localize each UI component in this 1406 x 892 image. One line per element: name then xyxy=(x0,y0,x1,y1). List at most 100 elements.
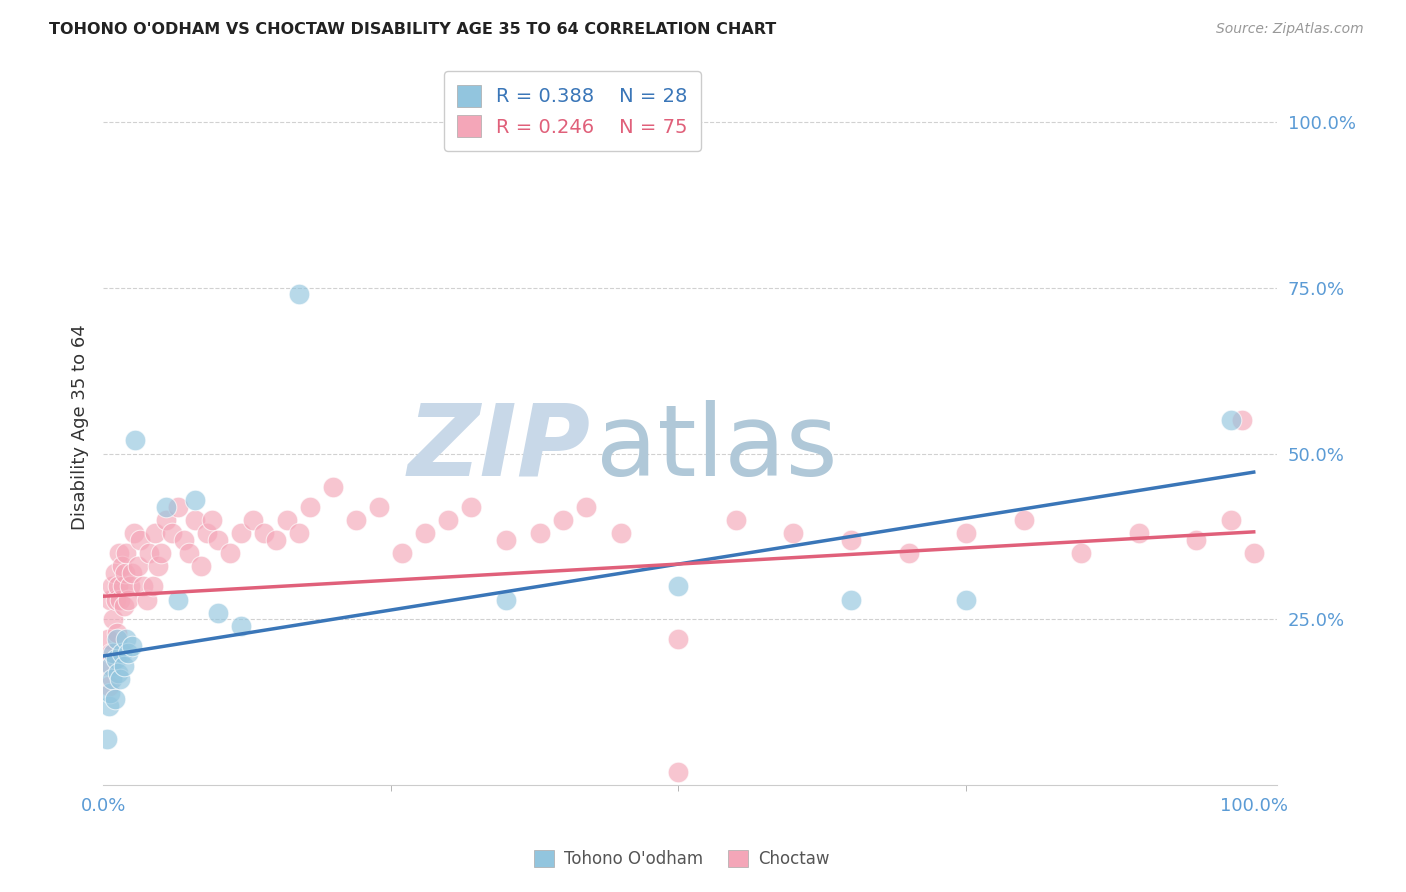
Point xyxy=(155,513,177,527)
Y-axis label: Disability Age 35 to 64: Disability Age 35 to 64 xyxy=(72,324,89,530)
Point xyxy=(129,533,152,547)
Point xyxy=(149,546,172,560)
Point xyxy=(1219,513,1241,527)
Point xyxy=(135,592,157,607)
Point xyxy=(105,625,128,640)
Point xyxy=(142,579,165,593)
Point xyxy=(207,533,229,547)
Point xyxy=(242,513,264,527)
Point xyxy=(897,546,920,560)
Point xyxy=(1243,546,1265,560)
Point xyxy=(101,672,124,686)
Point xyxy=(115,546,138,560)
Point xyxy=(276,513,298,527)
Point xyxy=(668,765,690,780)
Point xyxy=(112,659,135,673)
Point xyxy=(668,632,690,647)
Point xyxy=(167,500,190,514)
Point xyxy=(264,533,287,547)
Point xyxy=(344,513,367,527)
Point xyxy=(299,500,322,514)
Point xyxy=(782,526,804,541)
Point xyxy=(112,599,135,614)
Point xyxy=(391,546,413,560)
Point xyxy=(122,526,145,541)
Point xyxy=(460,500,482,514)
Point xyxy=(103,646,125,660)
Point xyxy=(114,566,136,580)
Point xyxy=(495,533,517,547)
Point xyxy=(190,559,212,574)
Point xyxy=(96,731,118,746)
Point xyxy=(287,287,309,301)
Point xyxy=(173,533,195,547)
Point xyxy=(167,592,190,607)
Text: ZIP: ZIP xyxy=(408,400,591,497)
Point xyxy=(97,679,120,693)
Point xyxy=(1012,513,1035,527)
Point xyxy=(97,632,120,647)
Point xyxy=(322,480,344,494)
Point xyxy=(124,434,146,448)
Point xyxy=(104,592,127,607)
Point xyxy=(184,493,207,508)
Point xyxy=(1128,526,1150,541)
Legend: R = 0.388    N = 28, R = 0.246    N = 75: R = 0.388 N = 28, R = 0.246 N = 75 xyxy=(444,71,702,151)
Point xyxy=(160,526,183,541)
Point xyxy=(127,559,149,574)
Point xyxy=(104,566,127,580)
Point xyxy=(529,526,551,541)
Text: Source: ZipAtlas.com: Source: ZipAtlas.com xyxy=(1216,22,1364,37)
Point xyxy=(184,513,207,527)
Point xyxy=(231,619,253,633)
Point xyxy=(413,526,436,541)
Point xyxy=(138,546,160,560)
Point xyxy=(110,559,132,574)
Point xyxy=(1185,533,1208,547)
Point xyxy=(839,533,862,547)
Point xyxy=(179,546,201,560)
Point xyxy=(103,612,125,626)
Point xyxy=(610,526,633,541)
Point xyxy=(104,692,127,706)
Legend: Tohono O'odham, Choctaw: Tohono O'odham, Choctaw xyxy=(527,843,837,875)
Point xyxy=(143,526,166,541)
Point xyxy=(101,579,124,593)
Point xyxy=(110,646,132,660)
Point xyxy=(231,526,253,541)
Text: TOHONO O'ODHAM VS CHOCTAW DISABILITY AGE 35 TO 64 CORRELATION CHART: TOHONO O'ODHAM VS CHOCTAW DISABILITY AGE… xyxy=(49,22,776,37)
Point xyxy=(105,632,128,647)
Point xyxy=(111,579,134,593)
Point xyxy=(100,659,122,673)
Point xyxy=(495,592,517,607)
Point xyxy=(155,500,177,514)
Point xyxy=(955,526,977,541)
Point xyxy=(253,526,276,541)
Point xyxy=(117,646,139,660)
Point xyxy=(98,592,121,607)
Point xyxy=(1232,413,1254,427)
Point xyxy=(117,592,139,607)
Point xyxy=(118,579,141,593)
Point xyxy=(108,546,131,560)
Text: atlas: atlas xyxy=(596,400,838,497)
Point xyxy=(724,513,747,527)
Point xyxy=(115,632,138,647)
Point xyxy=(98,685,121,699)
Point xyxy=(121,639,143,653)
Point xyxy=(132,579,155,593)
Point xyxy=(97,698,120,713)
Point xyxy=(100,646,122,660)
Point xyxy=(107,579,129,593)
Point xyxy=(218,546,240,560)
Point xyxy=(207,606,229,620)
Point xyxy=(110,592,132,607)
Point xyxy=(368,500,391,514)
Point xyxy=(287,526,309,541)
Point xyxy=(575,500,598,514)
Point xyxy=(553,513,575,527)
Point xyxy=(201,513,224,527)
Point xyxy=(104,652,127,666)
Point xyxy=(955,592,977,607)
Point xyxy=(195,526,218,541)
